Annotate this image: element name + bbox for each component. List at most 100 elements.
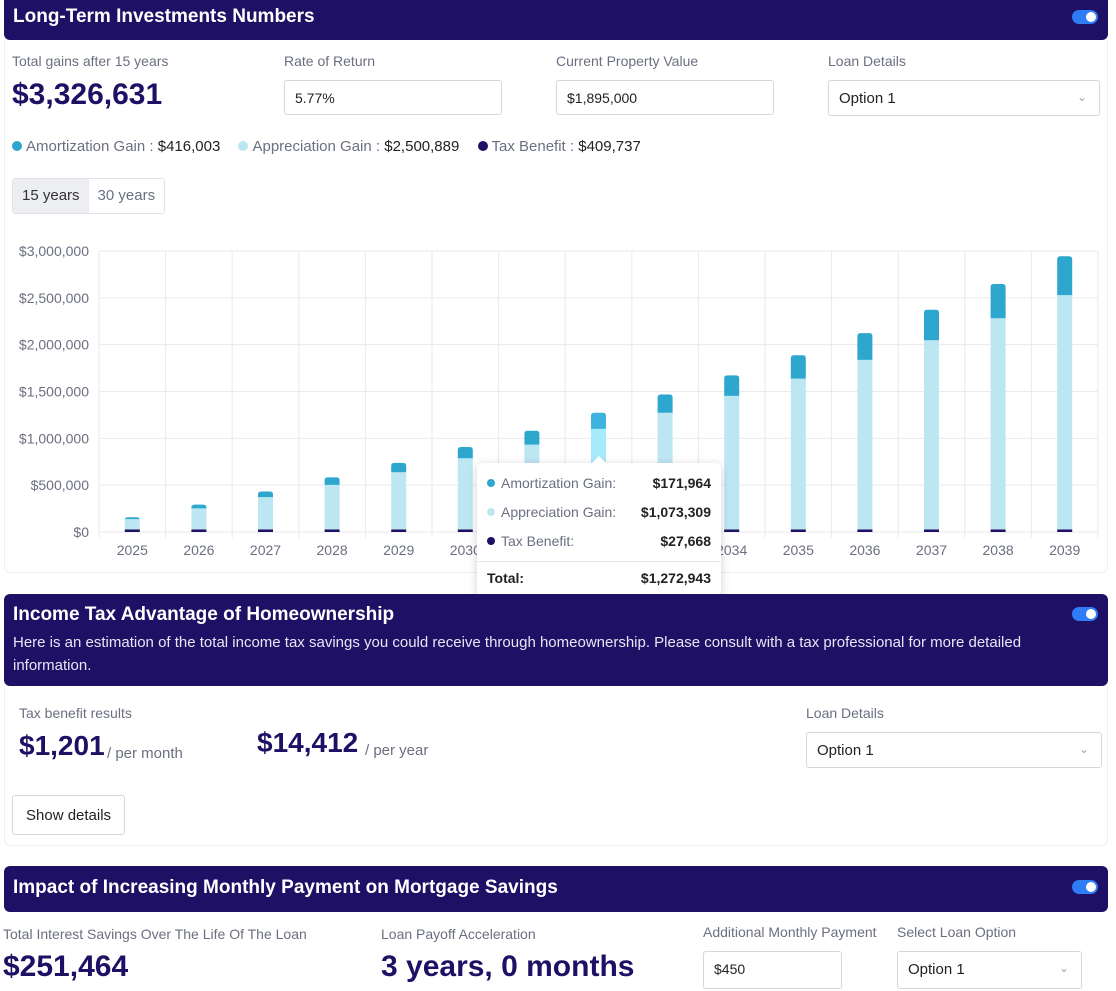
rate-input[interactable]: 5.77% (284, 80, 502, 115)
dot-icon (487, 508, 495, 516)
x-tick-label: 2025 (117, 542, 148, 558)
tab-30-years[interactable]: 30 years (97, 187, 156, 204)
bar-segment-amortization-gain (724, 375, 740, 396)
bar-segment-appreciation-gain (258, 497, 273, 530)
tax-card (4, 686, 1108, 846)
bar-segment-tax-benefit (790, 529, 806, 532)
show-details-button[interactable]: Show details (12, 795, 126, 835)
x-tick-label: 2035 (783, 542, 814, 558)
tax-loan-value: Option 1 (817, 742, 874, 759)
bar-segment-tax-benefit (457, 529, 473, 532)
investment-chart: $0 $500,000 $1,000,000 $1,500,000 $2,000,000… (19, 243, 1099, 558)
interest-savings-label: Total Interest Savings Over The Life Of … (3, 926, 307, 942)
dot-icon (487, 537, 495, 545)
investments-title: Long-Term Investments Numbers (13, 6, 315, 27)
bar-segment-appreciation-gain (924, 340, 939, 530)
investments-header: Long-Term Investments Numbers (4, 0, 1108, 40)
tax-monthly-value: $1,201 (19, 730, 105, 761)
y-tick-label: $1,000,000 (19, 430, 89, 446)
bar-segment-amortization-gain (191, 504, 207, 509)
tooltip-row-appreciation: Appreciation Gain: $1,073,309 (487, 504, 711, 524)
bar-segment-appreciation-gain (324, 484, 340, 530)
x-tick-label: 2027 (250, 542, 281, 558)
x-tick-label: 2034 (716, 542, 747, 558)
tax-results-label: Tax benefit results (19, 705, 132, 721)
bar-segment-tax-benefit (191, 529, 207, 532)
y-tick-label: $0 (73, 524, 89, 540)
tax-yearly-value: $14,412 (257, 727, 359, 758)
total-gains-value: $3,326,631 (12, 78, 163, 111)
x-tick-label: 2036 (849, 542, 880, 558)
additional-payment-label: Additional Monthly Payment (703, 924, 877, 940)
property-value-input[interactable]: $1,895,000 (556, 80, 774, 115)
bar-segment-amortization-gain (524, 430, 540, 445)
bar-segment-amortization-gain (124, 517, 140, 521)
bar-segment-tax-benefit (724, 529, 740, 532)
bar-segment-amortization-gain (857, 333, 873, 360)
tooltip-row-amortization: Amortization Gain: $171,964 (487, 475, 711, 495)
loan-details-value: Option 1 (839, 90, 896, 107)
bar-segment-amortization-gain (258, 491, 273, 498)
x-tick-label: 2028 (317, 542, 348, 558)
tax-monthly-unit: / per month (107, 745, 183, 762)
chevron-down-icon: ⌄ (1058, 961, 1069, 975)
legend-amortization: Amortization Gain : $416,003 (12, 138, 220, 155)
bar-segment-appreciation-gain (790, 378, 806, 530)
bar-segment-tax-benefit (990, 529, 1006, 532)
bar-segment-tax-benefit (391, 529, 407, 532)
payment-header: Impact of Increasing Monthly Payment on … (4, 866, 1108, 912)
bar-segment-tax-benefit (924, 529, 939, 532)
x-tick-label: 2030 (450, 542, 481, 558)
chevron-down-icon: ⌄ (1076, 90, 1087, 104)
x-tick-label: 2037 (916, 542, 947, 558)
tax-title: Income Tax Advantage of Homeownership (13, 604, 395, 625)
payoff-value: 3 years, 0 months (381, 950, 635, 983)
payment-title: Impact of Increasing Monthly Payment on … (13, 877, 558, 898)
y-tick-label: $3,000,000 (19, 243, 89, 259)
total-gains-label: Total gains after 15 years (12, 53, 169, 69)
tooltip-row-tax: Tax Benefit: $27,668 (487, 533, 711, 553)
bar-segment-appreciation-gain (857, 359, 873, 530)
tax-description: Here is an estimation of the total incom… (13, 634, 1022, 674)
bar-segment-appreciation-gain (990, 318, 1006, 530)
y-tick-label: $500,000 (31, 477, 90, 493)
period-tabs: 15 years 30 years (12, 178, 166, 214)
x-tick-label: 2026 (183, 542, 214, 558)
bar-segment-tax-benefit (324, 529, 340, 532)
x-tick-label: 2038 (983, 542, 1014, 558)
bar-segment-amortization-gain (657, 394, 673, 413)
tax-loan-select[interactable]: Option 1 ⌄ (806, 732, 1102, 768)
bar-segment-amortization-gain (391, 462, 407, 473)
payment-toggle[interactable] (1072, 880, 1098, 894)
bar-segment-amortization-gain (1057, 256, 1073, 296)
bar-segment-appreciation-gain (724, 395, 740, 530)
chart-tooltip: Amortization Gain: $171,964 Appreciation… (477, 456, 721, 597)
bar-segment-tax-benefit (857, 529, 873, 532)
bar-segment-appreciation-gain (457, 458, 473, 530)
dot-icon (487, 479, 495, 487)
tax-header: Income Tax Advantage of Homeownership He… (4, 594, 1108, 686)
y-tick-label: $2,000,000 (19, 337, 89, 353)
dot-icon (238, 141, 249, 151)
chevron-down-icon: ⌄ (1078, 742, 1089, 756)
tax-toggle[interactable] (1072, 607, 1098, 621)
property-label: Current Property Value (556, 53, 699, 69)
select-loan-option[interactable]: Option 1 ⌄ (897, 951, 1082, 989)
bar-segment-appreciation-gain (391, 472, 407, 530)
x-tick-label: 2039 (1049, 542, 1080, 558)
loan-details-label: Loan Details (828, 53, 906, 69)
tax-yearly-unit: / per year (365, 742, 429, 759)
tooltip-caret (592, 456, 606, 463)
dot-icon (12, 141, 22, 151)
legend-tax-benefit: Tax Benefit : $409,737 (477, 138, 641, 155)
loan-details-select[interactable]: Option 1 ⌄ (828, 80, 1100, 116)
bar-segment-amortization-gain (324, 477, 340, 485)
bar-segment-amortization-gain (790, 355, 806, 379)
bar-segment-amortization-gain (457, 446, 473, 459)
investments-toggle[interactable] (1072, 10, 1098, 24)
legend-appreciation: Appreciation Gain : $2,500,889 (238, 138, 459, 155)
rate-label: Rate of Return (284, 53, 376, 69)
bar-segment-amortization-gain (924, 309, 939, 341)
additional-payment-input[interactable]: $450 (703, 951, 842, 989)
tab-15-years[interactable]: 15 years (13, 179, 89, 213)
